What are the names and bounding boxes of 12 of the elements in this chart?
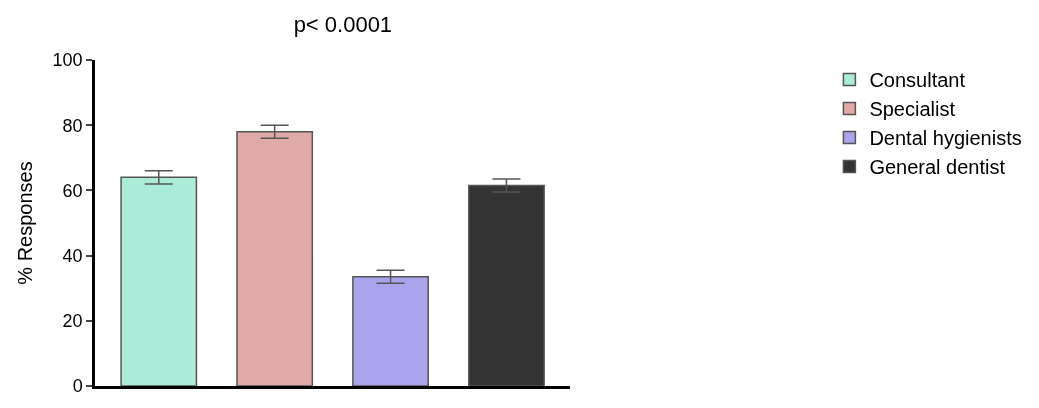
legend-label: Dental hygienists [869,127,1022,150]
y-tick-label: 100 [52,50,83,71]
y-axis-title: % Responses [14,161,37,285]
y-tick-label: 40 [62,245,83,266]
y-tick-label: 60 [62,180,83,201]
y-tick-label: 80 [62,115,83,136]
legend-label: Specialist [869,98,956,121]
chart-title: p< 0.0001 [293,11,393,37]
legend-label: General dentist [869,156,1006,179]
y-tick-label: 0 [72,376,83,397]
y-tick-label: 20 [62,311,83,332]
legend-label: Consultant [869,69,966,92]
